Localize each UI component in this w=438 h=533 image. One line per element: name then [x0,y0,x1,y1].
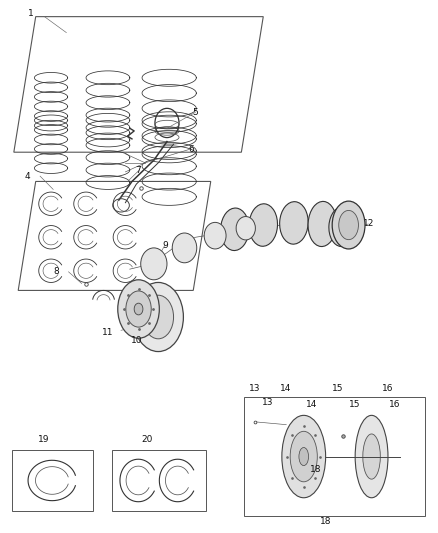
Ellipse shape [134,303,143,315]
Ellipse shape [362,434,379,479]
Text: 15: 15 [349,400,360,409]
Text: 16: 16 [388,400,399,409]
Ellipse shape [172,233,196,263]
Text: 18: 18 [319,517,331,526]
Ellipse shape [332,201,364,249]
Ellipse shape [204,222,226,249]
Text: 5: 5 [192,108,198,117]
Ellipse shape [328,207,354,247]
Text: 12: 12 [362,220,373,229]
Ellipse shape [126,291,151,327]
Text: 15: 15 [331,384,343,393]
Ellipse shape [298,448,308,466]
Bar [12,450,92,511]
Text: 7: 7 [135,166,141,175]
Ellipse shape [117,280,159,338]
Ellipse shape [143,295,173,339]
Ellipse shape [281,415,325,498]
Text: 4: 4 [24,172,30,181]
Text: 14: 14 [279,384,290,393]
Text: 13: 13 [261,398,273,407]
Ellipse shape [248,204,277,246]
Text: 11: 11 [102,328,113,337]
Ellipse shape [220,208,248,251]
Ellipse shape [279,201,307,244]
Ellipse shape [354,415,387,498]
Ellipse shape [141,248,166,280]
Text: 10: 10 [131,336,142,345]
Ellipse shape [236,216,255,240]
Bar [243,397,424,516]
Ellipse shape [307,201,336,247]
Bar [112,450,206,511]
Text: 20: 20 [141,435,152,444]
Text: 18: 18 [309,465,321,474]
Text: 6: 6 [188,145,194,154]
Text: 16: 16 [381,384,393,393]
Ellipse shape [338,211,357,240]
Text: 14: 14 [305,400,316,409]
Ellipse shape [290,431,317,482]
Text: 8: 8 [54,268,60,276]
Text: 9: 9 [162,241,167,250]
Ellipse shape [133,282,183,352]
Text: 13: 13 [248,384,260,393]
Text: 1: 1 [28,10,33,19]
Text: 19: 19 [38,435,49,444]
